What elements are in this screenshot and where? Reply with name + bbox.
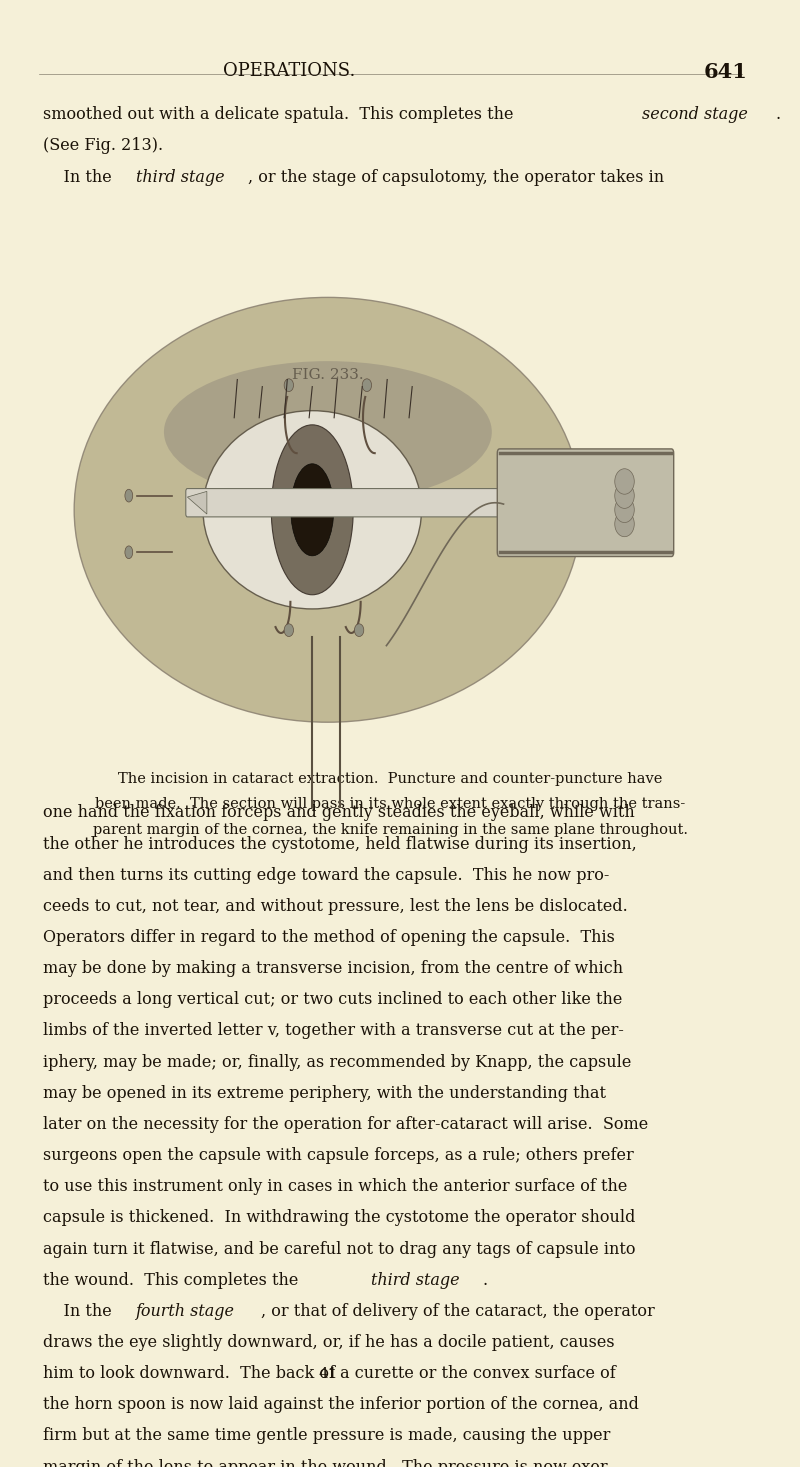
Text: , or that of delivery of the cataract, the operator: , or that of delivery of the cataract, t… xyxy=(261,1303,654,1320)
Text: OPERATIONS.: OPERATIONS. xyxy=(222,62,355,81)
Text: fourth stage: fourth stage xyxy=(136,1303,235,1320)
Text: smoothed out with a delicate spatula.  This completes the: smoothed out with a delicate spatula. Th… xyxy=(43,106,518,123)
Text: been made.  The section will pass in its whole extent exactly through the trans-: been made. The section will pass in its … xyxy=(95,797,686,811)
Text: ceeds to cut, not tear, and without pressure, lest the lens be dislocated.: ceeds to cut, not tear, and without pres… xyxy=(43,898,628,915)
Ellipse shape xyxy=(125,546,133,559)
Text: surgeons open the capsule with capsule forceps, as a rule; others prefer: surgeons open the capsule with capsule f… xyxy=(43,1147,634,1163)
Polygon shape xyxy=(187,491,207,513)
Text: capsule is thickened.  In withdrawing the cystotome the operator should: capsule is thickened. In withdrawing the… xyxy=(43,1209,635,1226)
Ellipse shape xyxy=(290,464,334,556)
Ellipse shape xyxy=(614,497,634,522)
Ellipse shape xyxy=(74,298,582,722)
Text: and then turns its cutting edge toward the capsule.  This he now pro-: and then turns its cutting edge toward t… xyxy=(43,867,610,883)
Text: 641: 641 xyxy=(704,62,748,82)
Text: iphery, may be made; or, finally, as recommended by Knapp, the capsule: iphery, may be made; or, finally, as rec… xyxy=(43,1053,631,1071)
Ellipse shape xyxy=(354,623,364,637)
Text: In the: In the xyxy=(43,1303,117,1320)
Ellipse shape xyxy=(125,490,133,502)
FancyBboxPatch shape xyxy=(186,489,658,516)
Text: proceeds a long vertical cut; or two cuts inclined to each other like the: proceeds a long vertical cut; or two cut… xyxy=(43,992,622,1008)
Text: him to look downward.  The back of a curette or the convex surface of: him to look downward. The back of a cure… xyxy=(43,1366,616,1382)
Ellipse shape xyxy=(614,469,634,494)
Text: again turn it flatwise, and be careful not to drag any tags of capsule into: again turn it flatwise, and be careful n… xyxy=(43,1241,635,1257)
Ellipse shape xyxy=(284,623,294,637)
Text: FIG. 233.: FIG. 233. xyxy=(292,368,364,383)
Text: .: . xyxy=(775,106,780,123)
Ellipse shape xyxy=(614,511,634,537)
Text: the other he introduces the cystotome, held flatwise during its insertion,: the other he introduces the cystotome, h… xyxy=(43,836,637,852)
Text: limbs of the inverted letter v, together with a transverse cut at the per-: limbs of the inverted letter v, together… xyxy=(43,1022,624,1040)
Text: second stage: second stage xyxy=(642,106,748,123)
Ellipse shape xyxy=(203,411,422,609)
Text: firm but at the same time gentle pressure is made, causing the upper: firm but at the same time gentle pressur… xyxy=(43,1427,610,1445)
Text: margin of the lens to appear in the wound.  The pressure is now exer-: margin of the lens to appear in the woun… xyxy=(43,1458,613,1467)
Text: may be opened in its extreme periphery, with the understanding that: may be opened in its extreme periphery, … xyxy=(43,1084,606,1102)
Text: 41: 41 xyxy=(318,1367,338,1380)
Text: parent margin of the cornea, the knife remaining in the same plane throughout.: parent margin of the cornea, the knife r… xyxy=(93,823,688,836)
Text: (See Fig. 213).: (See Fig. 213). xyxy=(43,138,163,154)
Ellipse shape xyxy=(284,378,294,392)
Text: later on the necessity for the operation for after-cataract will arise.  Some: later on the necessity for the operation… xyxy=(43,1116,648,1133)
Text: one hand the fixation forceps and gently steadies the eyeball, while with: one hand the fixation forceps and gently… xyxy=(43,804,634,822)
Text: third stage: third stage xyxy=(371,1272,459,1288)
Text: may be done by making a transverse incision, from the centre of which: may be done by making a transverse incis… xyxy=(43,959,623,977)
FancyBboxPatch shape xyxy=(498,449,674,556)
Ellipse shape xyxy=(362,378,371,392)
Text: , or the stage of capsulotomy, the operator takes in: , or the stage of capsulotomy, the opera… xyxy=(247,169,664,185)
Text: The incision in cataract extraction.  Puncture and counter-puncture have: The incision in cataract extraction. Pun… xyxy=(118,772,662,786)
Text: In the: In the xyxy=(43,169,117,185)
Text: draws the eye slightly downward, or, if he has a docile patient, causes: draws the eye slightly downward, or, if … xyxy=(43,1334,614,1351)
Text: Operators differ in regard to the method of opening the capsule.  This: Operators differ in regard to the method… xyxy=(43,929,615,946)
Text: the wound.  This completes the: the wound. This completes the xyxy=(43,1272,303,1288)
Text: .: . xyxy=(482,1272,488,1288)
Text: the horn spoon is now laid against the inferior portion of the cornea, and: the horn spoon is now laid against the i… xyxy=(43,1397,639,1413)
Ellipse shape xyxy=(271,425,354,594)
Ellipse shape xyxy=(614,483,634,509)
Text: third stage: third stage xyxy=(136,169,225,185)
Ellipse shape xyxy=(164,361,492,503)
Text: to use this instrument only in cases in which the anterior surface of the: to use this instrument only in cases in … xyxy=(43,1178,627,1196)
